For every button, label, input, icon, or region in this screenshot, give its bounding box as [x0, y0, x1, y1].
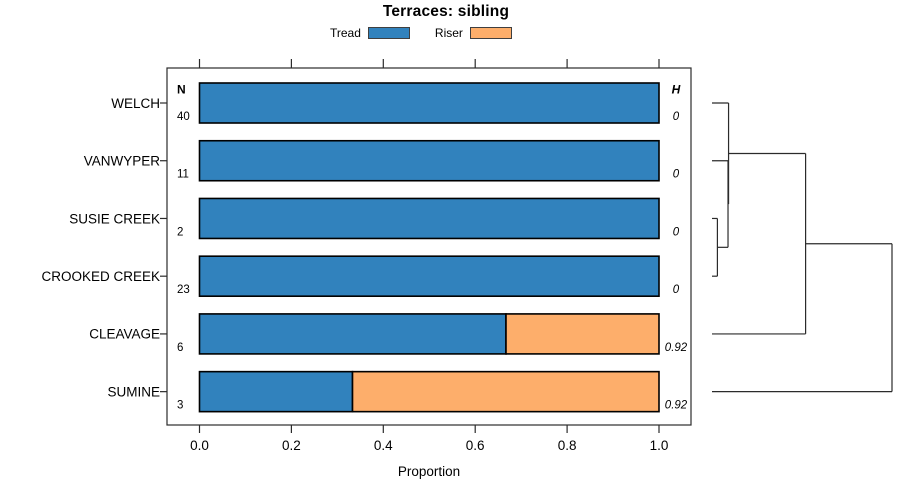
x-tick-label: 1.0 [650, 438, 669, 453]
category-label: CLEAVAGE [89, 327, 160, 342]
x-tick-label: 0.2 [282, 438, 301, 453]
bar-segment-riser [351, 370, 660, 413]
category-label: VANWYPER [84, 154, 161, 169]
h-value: 0 [673, 111, 680, 123]
legend-swatch-riser [469, 27, 512, 39]
chart-title: Terraces: sibling [382, 3, 510, 20]
x-tick-label: 0.4 [374, 438, 393, 453]
category-label: WELCH [111, 96, 160, 111]
n-column-header: N [177, 83, 186, 97]
bar-segment-tread [198, 139, 660, 182]
bar-segment-tread [198, 82, 660, 124]
x-axis-title: Proportion [398, 464, 460, 479]
bar-segment-tread [198, 197, 660, 240]
bar-segment-riser [505, 313, 660, 355]
h-value: 0 [673, 169, 680, 181]
category-label: SUMINE [107, 384, 160, 399]
bar-segment-tread [198, 370, 354, 413]
chart-legend: Tread Riser [330, 26, 512, 40]
category-label: CROOKED CREEK [41, 269, 160, 284]
n-value: 6 [177, 342, 183, 354]
plot-box [166, 67, 692, 426]
h-column-header: H [672, 83, 681, 97]
legend-label-tread: Tread [330, 26, 361, 40]
n-value: 11 [177, 169, 189, 181]
n-value: 40 [177, 111, 190, 123]
h-value: 0 [673, 226, 680, 238]
h-value: 0.92 [665, 400, 688, 412]
x-tick-label: 0.0 [190, 438, 209, 453]
x-tick-label: 0.8 [558, 438, 577, 453]
x-tick-label: 0.6 [466, 438, 485, 453]
n-value: 3 [177, 400, 183, 412]
category-label: SUSIE CREEK [69, 211, 160, 226]
n-value: 23 [177, 284, 190, 296]
bar-segment-tread [198, 313, 507, 355]
legend-label-riser: Riser [434, 26, 463, 40]
legend-swatch-tread [367, 27, 410, 39]
h-value: 0 [673, 284, 680, 296]
n-value: 2 [177, 226, 183, 238]
bar-segment-tread [198, 255, 660, 297]
h-value: 0.92 [665, 342, 688, 354]
